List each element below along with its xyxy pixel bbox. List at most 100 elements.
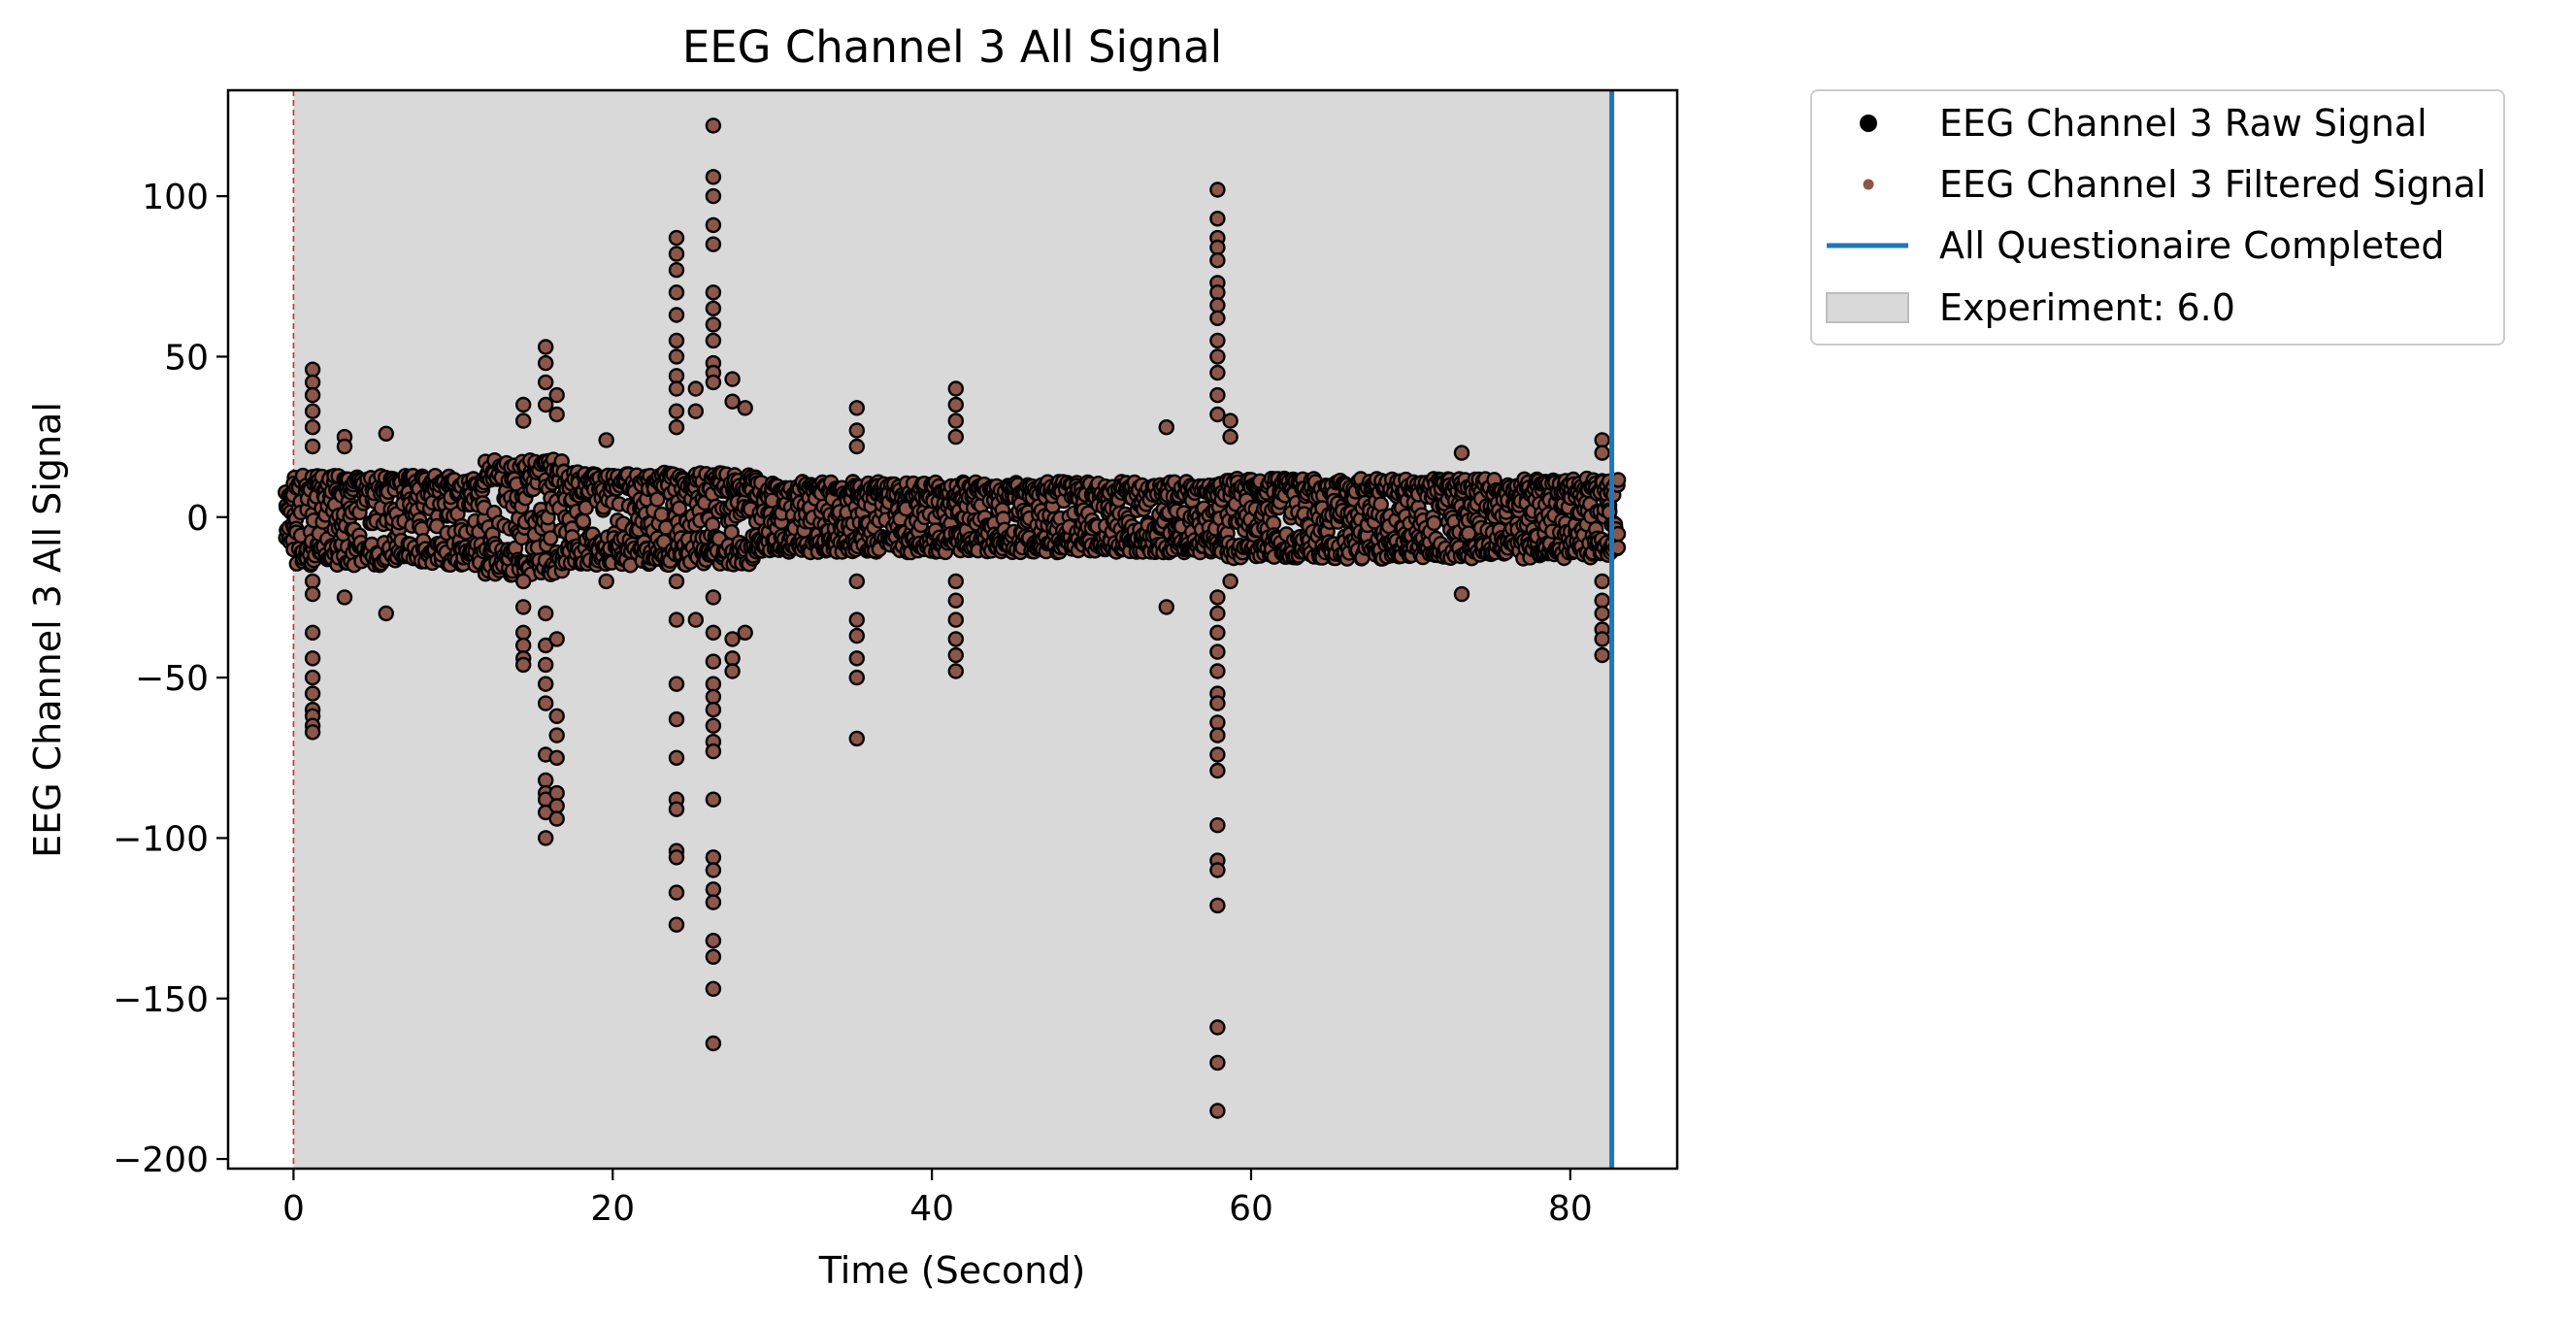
signal-point — [304, 650, 321, 667]
signal-point — [304, 724, 321, 741]
signal-point — [668, 368, 685, 384]
signal-point — [705, 881, 722, 898]
signal-point — [723, 524, 740, 541]
signal-point — [724, 393, 741, 410]
signal-point — [668, 246, 685, 262]
signal-point — [705, 948, 722, 965]
signal-point — [336, 589, 353, 606]
signal-point — [848, 669, 865, 686]
signal-point — [668, 229, 685, 247]
signal-point — [548, 727, 565, 743]
signal-point — [705, 332, 722, 349]
signal-point — [1209, 364, 1226, 381]
signal-point — [548, 406, 565, 423]
signal-point — [548, 708, 565, 724]
signal-point — [548, 784, 565, 802]
signal-point — [575, 512, 591, 530]
legend-raw-marker — [1860, 115, 1877, 132]
signal-point — [1594, 432, 1610, 448]
signal-point — [515, 637, 532, 654]
signal-point — [515, 624, 532, 641]
signal-point — [1209, 297, 1226, 314]
signal-point — [1158, 419, 1175, 436]
signal-point — [1209, 406, 1226, 423]
signal-point — [304, 573, 321, 590]
signal-point — [548, 386, 565, 404]
signal-point — [687, 403, 704, 419]
signal-point — [1209, 897, 1226, 914]
signal-point — [1222, 413, 1238, 429]
signal-point — [724, 631, 741, 647]
signal-point — [1209, 348, 1226, 365]
signal-point — [668, 849, 685, 866]
signal-point — [649, 491, 666, 508]
signal-point — [304, 403, 321, 419]
signal-point — [687, 380, 704, 397]
signal-point — [304, 685, 321, 702]
signal-point — [1209, 284, 1226, 301]
signal-point — [668, 419, 685, 436]
legend-raw-label: EEG Channel 3 Raw Signal — [1939, 102, 2427, 145]
signal-point — [304, 361, 321, 378]
signal-point — [848, 611, 865, 628]
signal-point — [304, 386, 321, 404]
signal-point — [705, 980, 722, 997]
signal-point — [947, 592, 964, 609]
y-tick-label: −50 — [135, 659, 209, 699]
signal-point — [1209, 695, 1226, 711]
signal-point — [947, 380, 964, 397]
signal-point — [1372, 496, 1389, 512]
signal-point — [548, 810, 565, 827]
signal-point — [705, 933, 722, 949]
signal-point — [1209, 1054, 1226, 1072]
signal-point — [668, 884, 685, 901]
signal-point — [1209, 211, 1226, 227]
signal-point — [848, 730, 865, 747]
signal-point — [705, 284, 722, 301]
signal-point — [668, 348, 685, 365]
signal-point — [653, 506, 670, 523]
signal-point — [947, 396, 964, 413]
signal-point — [1209, 663, 1226, 679]
signal-point — [378, 425, 394, 442]
legend-filtered-label: EEG Channel 3 Filtered Signal — [1939, 163, 2486, 206]
y-tick-label: −100 — [113, 819, 209, 859]
signal-point — [705, 791, 722, 808]
y-tick-label: 0 — [186, 499, 209, 539]
signal-point — [538, 354, 554, 372]
signal-point — [705, 216, 722, 234]
signal-point — [705, 1035, 722, 1052]
signal-point — [1209, 624, 1226, 641]
y-axis-label: EEG Channel 3 All Signal — [26, 402, 69, 858]
signal-point — [705, 676, 722, 692]
chart-title: EEG Channel 3 All Signal — [682, 21, 1222, 73]
y-axis-ticks: 100 50 0 −50 −100 −150 −200 — [113, 178, 228, 1180]
signal-point — [1209, 252, 1226, 269]
signal-point — [304, 624, 321, 641]
signal-point — [668, 332, 685, 349]
signal-point — [947, 646, 964, 664]
signal-point — [668, 307, 685, 323]
signal-point — [578, 499, 594, 516]
signal-point — [848, 650, 865, 667]
signal-point — [705, 743, 722, 760]
signal-point — [724, 650, 741, 667]
signal-point — [947, 663, 964, 679]
signal-point — [1209, 746, 1226, 763]
signal-point — [687, 611, 704, 628]
signal-point — [1209, 644, 1226, 660]
y-tick-label: −200 — [113, 1140, 209, 1180]
legend: EEG Channel 3 Raw Signal EEG Channel 3 F… — [1810, 89, 2505, 346]
signal-point — [1209, 762, 1226, 779]
signal-point — [705, 316, 722, 333]
signal-point — [737, 400, 753, 416]
signal-point — [1209, 239, 1226, 256]
signal-point — [668, 284, 685, 301]
signal-point — [668, 710, 685, 728]
x-axis-label: Time (Second) — [818, 1249, 1086, 1292]
legend-experiment-label: Experiment: 6.0 — [1939, 286, 2235, 329]
signal-point — [724, 663, 741, 679]
signal-point — [1222, 573, 1238, 590]
signal-point — [705, 849, 722, 866]
signal-point — [538, 772, 554, 789]
